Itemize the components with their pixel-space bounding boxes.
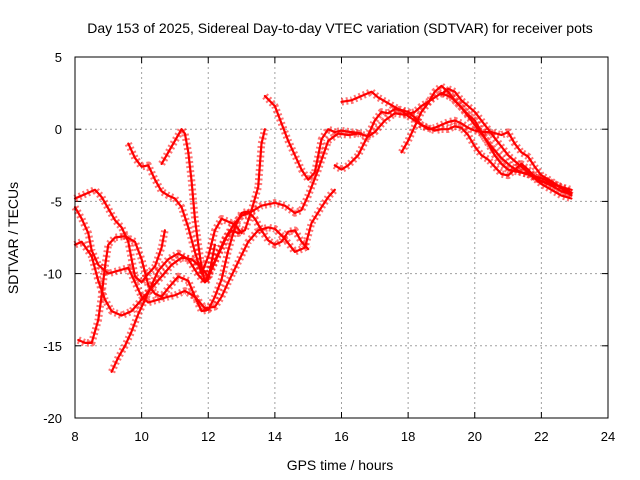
series-line — [73, 188, 336, 310]
y-axis-label: SDTVAR / TECUs — [5, 182, 21, 294]
series-track-6 — [124, 142, 245, 278]
x-tick-label: 10 — [134, 429, 148, 444]
series-line — [440, 87, 573, 196]
series-group — [71, 82, 574, 374]
x-tick-label: 20 — [468, 429, 482, 444]
series-track-4 — [76, 207, 311, 347]
x-tick-label: 14 — [268, 429, 282, 444]
y-tick-label: 0 — [55, 122, 62, 137]
series-line — [333, 107, 573, 191]
x-tick-label: 8 — [71, 429, 78, 444]
series-track-10 — [340, 87, 574, 199]
x-tick-label: 24 — [601, 429, 615, 444]
y-tick-label: -5 — [50, 194, 62, 209]
series-track-5 — [108, 128, 269, 374]
series-line — [160, 128, 216, 284]
series-markers — [71, 187, 338, 313]
series-track-7 — [158, 125, 219, 287]
chart-title: Day 153 of 2025, Sidereal Day-to-day VTE… — [87, 20, 593, 36]
series-line — [263, 94, 363, 181]
series-line — [110, 128, 266, 373]
x-axis-label: GPS time / hours — [287, 457, 394, 473]
x-tick-label: 18 — [401, 429, 415, 444]
grid-lines — [75, 57, 608, 418]
x-tick-label: 12 — [201, 429, 215, 444]
y-tick-label: 5 — [55, 50, 62, 65]
series-line — [127, 142, 243, 275]
series-track-9 — [332, 105, 573, 194]
series-track-12 — [438, 85, 573, 198]
series-track-3 — [71, 187, 338, 313]
axis-ticks: 8 10 12 14 16 18 20 22 24 5 0 -5 -10 -15 -20 — [43, 50, 615, 444]
series-line — [340, 90, 573, 197]
plot-frame — [74, 56, 609, 419]
y-tick-label: -15 — [43, 339, 62, 354]
series-line — [77, 210, 310, 344]
y-tick-label: -20 — [43, 411, 62, 426]
x-tick-label: 22 — [534, 429, 548, 444]
x-tick-label: 16 — [334, 429, 348, 444]
series-track-8 — [262, 93, 363, 184]
y-tick-label: -10 — [43, 267, 62, 282]
